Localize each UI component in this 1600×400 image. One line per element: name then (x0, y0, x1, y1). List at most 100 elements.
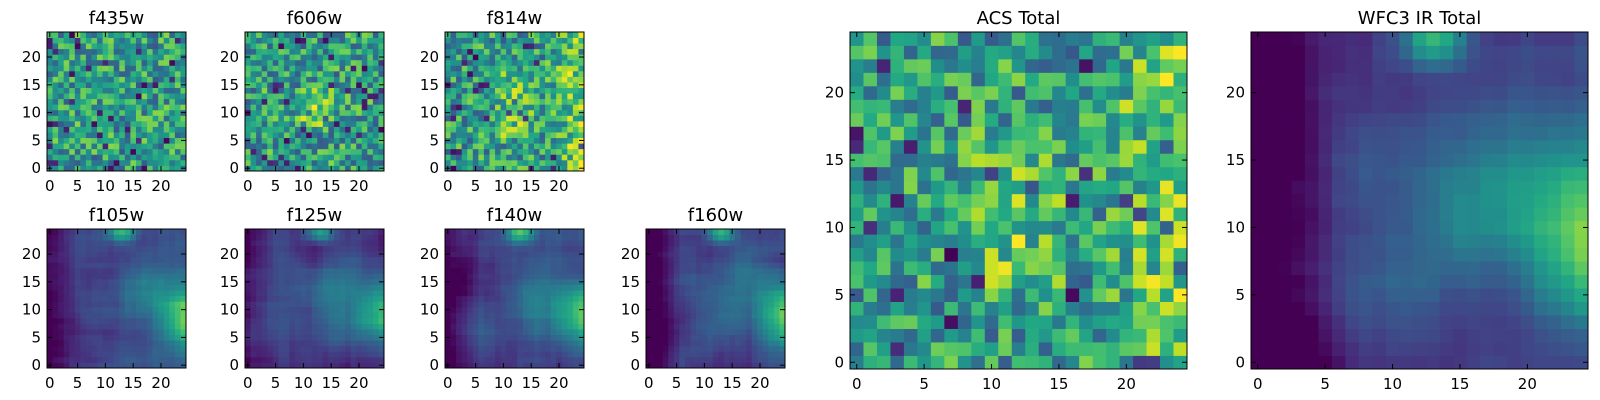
heatmap-cell (350, 143, 357, 150)
heatmap-cell (158, 234, 165, 241)
heatmap-cell (174, 234, 181, 241)
heatmap-cell (533, 37, 540, 44)
heatmap-cell (734, 279, 741, 285)
heatmap-cell (572, 234, 579, 241)
heatmap-cell (467, 356, 474, 363)
heatmap-cell (445, 317, 451, 324)
heatmap-cell (450, 262, 457, 269)
heatmap-cell (522, 32, 529, 38)
heatmap-cell (467, 87, 474, 94)
heatmap-cell (306, 148, 313, 155)
heatmap-cell (876, 247, 891, 262)
heatmap-cell (322, 32, 329, 38)
heatmap-cell (489, 143, 496, 150)
heatmap-cell (345, 317, 352, 324)
heatmap-cell (163, 306, 170, 313)
heatmap-cell (174, 295, 181, 302)
heatmap-cell (679, 229, 686, 235)
heatmap-cell (158, 54, 165, 61)
heatmap-cell (267, 262, 274, 269)
heatmap-cell (289, 251, 296, 258)
x-tick-label: 5 (271, 374, 281, 392)
heatmap-cell (180, 70, 187, 77)
heatmap-cell (773, 356, 780, 363)
heatmap-cell (158, 143, 165, 150)
heatmap-cell (1146, 328, 1161, 343)
heatmap-cell (333, 120, 340, 127)
heatmap-cell (1038, 234, 1053, 249)
heatmap-cell (1160, 288, 1174, 302)
heatmap-cell (511, 312, 518, 319)
heatmap-cell (283, 312, 290, 319)
heatmap-cell (657, 262, 664, 269)
heatmap-cell (58, 59, 65, 66)
heatmap-cell (567, 165, 574, 172)
heatmap-cell (250, 334, 257, 341)
heatmap-cell (174, 240, 181, 247)
heatmap-cell (158, 317, 165, 324)
heatmap-cell (74, 345, 81, 352)
heatmap-cell (333, 351, 340, 358)
heatmap-cell (1092, 342, 1107, 356)
heatmap-cell (130, 126, 137, 133)
heatmap-cell (445, 115, 451, 122)
heatmap-cell (572, 120, 579, 127)
heatmap-cell (141, 154, 148, 161)
heatmap-cell (169, 329, 176, 336)
heatmap-cell (712, 362, 719, 369)
heatmap-cell (506, 273, 513, 280)
heatmap-cell (550, 262, 557, 269)
heatmap-cell (317, 290, 324, 297)
heatmap-cell (971, 220, 986, 235)
heatmap-cell (1038, 315, 1053, 329)
heatmap-cell (917, 166, 932, 181)
heatmap-cell (489, 76, 496, 83)
heatmap-cell (734, 356, 741, 363)
heatmap-cell (1038, 342, 1053, 356)
heatmap-cell (483, 345, 490, 352)
heatmap-cell (85, 87, 92, 94)
heatmap-cell (361, 345, 368, 352)
heatmap-cell (517, 362, 524, 369)
heatmap-cell (345, 109, 352, 116)
heatmap-cell (69, 65, 76, 72)
heatmap-cell (361, 109, 368, 116)
heatmap-cell (356, 76, 363, 83)
heatmap-cell (567, 54, 574, 61)
heatmap-cell (550, 65, 557, 72)
heatmap-cell (124, 279, 131, 285)
heatmap-cell (539, 76, 546, 83)
heatmap-cell (108, 345, 115, 352)
heatmap-cell (295, 240, 301, 247)
heatmap-cell (80, 137, 87, 144)
heatmap-cell (333, 240, 340, 247)
heatmap-cell (163, 48, 170, 55)
heatmap-cell (317, 323, 324, 330)
heatmap-cell (567, 76, 574, 83)
heatmap-cell (119, 109, 126, 116)
heatmap-cell (556, 312, 563, 319)
heatmap-cell (506, 251, 513, 258)
heatmap-cell (539, 256, 546, 263)
heatmap-cell (174, 334, 181, 341)
heatmap-cell (456, 329, 463, 336)
heatmap-cell (306, 70, 313, 77)
heatmap-cell (261, 87, 268, 94)
heatmap-cell (339, 329, 346, 336)
heatmap-cell (85, 312, 92, 319)
heatmap-cell (533, 245, 540, 252)
heatmap-cell (328, 93, 335, 100)
heatmap-cell (1160, 301, 1174, 316)
heatmap-cell (119, 256, 126, 263)
heatmap-cell (528, 159, 535, 166)
heatmap-cell (272, 284, 279, 291)
heatmap-cell (500, 70, 507, 77)
heatmap-cell (256, 148, 263, 155)
heatmap-cell (147, 273, 154, 280)
heatmap-cell (1025, 153, 1040, 168)
heatmap-cell (522, 334, 529, 341)
heatmap-cell (300, 351, 307, 358)
heatmap-cell (567, 256, 574, 263)
heatmap-cell (47, 323, 53, 330)
heatmap-cell (751, 362, 758, 369)
